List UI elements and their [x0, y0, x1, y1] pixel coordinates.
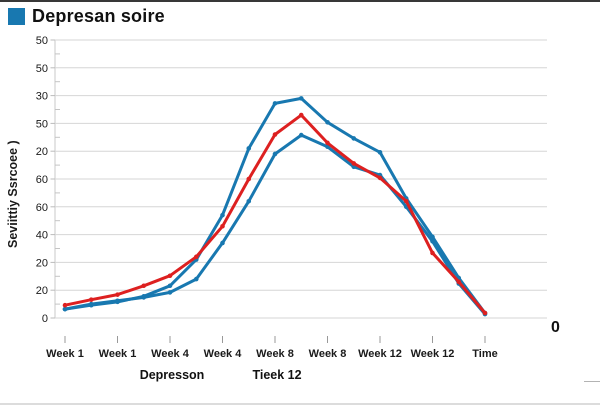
- x-tick-label: Week 4: [204, 348, 243, 360]
- series-point-blue-lower: [167, 290, 173, 295]
- x-tick-label: Week 12: [411, 348, 455, 360]
- series-point-blue-upper: [246, 146, 252, 151]
- page-title: Depresan soire: [32, 6, 165, 26]
- y-tick-label: 50: [36, 118, 48, 130]
- series-point-red: [167, 273, 173, 279]
- series-point-blue-lower: [88, 301, 94, 307]
- series-point-blue-upper: [351, 136, 357, 141]
- x-tick-label: Time: [472, 348, 497, 360]
- series-point-blue-upper: [325, 119, 330, 125]
- y-tick-label: 30: [36, 91, 48, 103]
- y-tick-label: 40: [36, 230, 48, 242]
- series-point-blue-lower: [272, 151, 278, 157]
- corner-dash: [584, 381, 600, 382]
- x-tick-label: Week 8: [256, 348, 294, 360]
- y-tick-label: 50: [36, 35, 48, 47]
- bottom-separator: [0, 403, 600, 405]
- series-line-blue-upper: [63, 96, 487, 315]
- series-point-blue-lower: [62, 306, 68, 312]
- series-point-red: [456, 279, 462, 285]
- series-point-red: [403, 198, 409, 204]
- series-point-blue-lower: [298, 132, 304, 138]
- series-point-red: [115, 292, 120, 297]
- series-point-blue-lower: [430, 238, 435, 244]
- x-tick-label: Week 12: [358, 348, 402, 360]
- series-point-red: [88, 297, 94, 302]
- series-point-blue-upper: [167, 283, 173, 289]
- series-point-red: [62, 302, 68, 308]
- series-point-red: [272, 132, 278, 137]
- series-point-red: [193, 254, 199, 260]
- x-tick-label: Week 1: [46, 348, 84, 360]
- x-tick-label: Week 1: [99, 348, 137, 360]
- series-point-red: [430, 250, 435, 256]
- series-point-red: [351, 161, 357, 166]
- series-point-blue-lower: [246, 198, 252, 204]
- series-point-blue-lower: [115, 298, 120, 304]
- y-tick-label: 20: [36, 257, 48, 269]
- chart-title-row: Depresan soire: [8, 6, 165, 27]
- series-point-blue-upper: [272, 101, 278, 106]
- series-point-red: [377, 175, 383, 181]
- series-point-red: [482, 310, 488, 316]
- series-line-red: [63, 113, 487, 315]
- series-point-blue-lower: [220, 240, 225, 246]
- x-axis-sub-label: Depresson: [140, 368, 205, 382]
- top-border: [0, 0, 600, 2]
- series-point-red: [325, 140, 330, 146]
- x-axis-sub-label: Tieek 12: [252, 368, 301, 382]
- y-tick-label: 60: [36, 174, 48, 186]
- y-tick-label: 20: [36, 285, 48, 297]
- y-tick-label: 0: [42, 313, 48, 325]
- y-tick-label: 60: [36, 202, 48, 214]
- series-point-red: [141, 283, 147, 289]
- axis-zero-label: 0: [551, 319, 560, 336]
- series-point-red: [220, 223, 225, 229]
- series-point-blue-upper: [220, 212, 225, 218]
- series-point-blue-lower: [141, 295, 147, 300]
- x-tick-label: Week 8: [309, 348, 347, 360]
- series-point-blue-upper: [298, 96, 304, 101]
- series-point-blue-lower: [193, 276, 199, 282]
- series-line-blue-lower: [63, 133, 487, 316]
- series-point-blue-upper: [377, 150, 383, 155]
- y-tick-label: 50: [36, 63, 48, 75]
- legend-swatch-icon: [8, 8, 25, 25]
- series-point-red: [246, 176, 252, 182]
- x-tick-label: Week 4: [151, 348, 190, 360]
- y-tick-label: 20: [36, 146, 48, 158]
- series-point-red: [298, 112, 304, 118]
- chart-canvas: 50 50 30 50 20 60 60 40 20 20 0 Week 1 Week 1 Week 4 W…: [36, 35, 547, 382]
